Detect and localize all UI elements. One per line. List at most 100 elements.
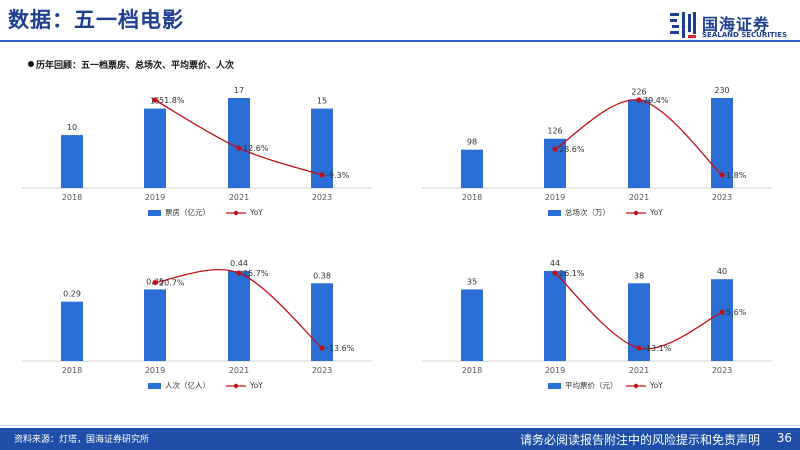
logo-text-cn: 国海证券 [702, 15, 771, 34]
x-tick-label: 2018 [62, 193, 82, 202]
source-note: 资料来源：灯塔，国海证券研究所 [14, 435, 150, 445]
legend-line-label: YoY [649, 208, 663, 217]
avg-ticket-price-chart: 35 2018 44 2019 38 2021 40 2023 26.1% -13.1% 5.6% 平… [422, 259, 772, 390]
screenings-chart: 98 2018 126 2019 226 2021 230 2023 28.6% 79.4% 1.8… [422, 86, 772, 217]
x-tick-label: 2018 [462, 193, 482, 202]
bar-value-label: 98 [467, 138, 477, 147]
x-tick-label: 2021 [629, 193, 649, 202]
bar-value-label: 44 [550, 259, 560, 268]
bar-value-label: 35 [467, 277, 477, 286]
x-tick-label: 2019 [545, 366, 565, 375]
section-subtitle: 历年回顾：五一档票房、总场次、平均票价、人次 [36, 61, 235, 71]
x-tick-label: 2023 [712, 193, 732, 202]
yoy-point [319, 172, 325, 178]
bar [61, 301, 83, 361]
bar [144, 108, 166, 188]
attendance-chart: 0.2920180.3520190.4420210.38202320.7%25.… [22, 259, 372, 390]
legend-line-marker [233, 210, 239, 216]
yoy-point [236, 270, 242, 276]
legend-line-label: YoY [249, 381, 263, 390]
bar [61, 135, 83, 188]
bar [711, 279, 733, 361]
x-tick-label: 2021 [229, 366, 249, 375]
legend-line-label: YoY [649, 381, 663, 390]
bar [228, 271, 250, 361]
brand-logo: 国海证券 SEALAND SECURITIES [668, 10, 796, 46]
yoy-point [319, 345, 325, 351]
legend-line-marker [633, 383, 639, 389]
yoy-label: 26.1% [559, 269, 585, 278]
bar [461, 289, 483, 361]
yoy-point [719, 309, 725, 315]
yoy-point [636, 345, 642, 351]
title-divider [0, 40, 800, 42]
bar-value-label: 226 [631, 88, 646, 97]
legend-bar-label: 总场次（万） [565, 207, 610, 217]
x-tick-label: 2018 [62, 366, 82, 375]
footer-divider [0, 425, 800, 426]
logo-text-en: SEALAND SECURITIES [702, 31, 788, 39]
x-tick-label: 2018 [462, 366, 482, 375]
yoy-label: 5.6% [726, 308, 747, 317]
yoy-label: 79.4% [643, 96, 669, 105]
legend-bar-swatch [548, 210, 561, 216]
bar-value-label: 0.44 [230, 259, 248, 268]
legend-line-label: YoY [249, 208, 263, 217]
bar [544, 138, 566, 188]
sealand-logo-icon [670, 12, 696, 38]
box-office-chart: 10201815201917202115202351.8%12.6%-9.3%票… [22, 86, 372, 217]
disclaimer-text: 请务必阅读报告附注中的风险提示和免责声明 [519, 433, 760, 447]
yoy-label: -13.1% [643, 344, 672, 353]
bar [628, 283, 650, 361]
legend-bar-swatch [148, 383, 161, 389]
yoy-point [719, 172, 725, 178]
bar [311, 108, 333, 188]
yoy-label: 25.7% [243, 269, 269, 278]
yoy-label: 28.6% [559, 145, 585, 154]
x-tick-label: 2023 [712, 366, 732, 375]
subtitle-bullet [28, 61, 34, 67]
yoy-label: 1.8% [726, 171, 747, 180]
yoy-label: -13.6% [326, 344, 355, 353]
bar-value-label: 40 [717, 267, 727, 276]
legend-bar-label: 人次（亿人） [165, 380, 210, 390]
bar-value-label: 126 [547, 127, 562, 136]
x-tick-label: 2019 [545, 193, 565, 202]
x-tick-label: 2019 [145, 366, 165, 375]
page-title: 数据：五一档电影 [8, 8, 184, 32]
bar-value-label: 0.29 [63, 290, 81, 299]
yoy-label: 20.7% [159, 279, 185, 288]
legend-bar-label: 票房（亿元） [165, 207, 210, 217]
bar-value-label: 17 [234, 86, 244, 95]
yoy-point [552, 146, 558, 152]
yoy-point [552, 270, 558, 276]
x-tick-label: 2021 [629, 366, 649, 375]
bar [228, 98, 250, 188]
bar [311, 283, 333, 361]
yoy-point [636, 97, 642, 103]
yoy-label: 12.6% [243, 144, 269, 153]
bar-value-label: 38 [634, 271, 644, 280]
bar [144, 289, 166, 361]
bar [461, 149, 483, 188]
x-tick-label: 2023 [312, 366, 332, 375]
legend-bar-swatch [148, 210, 161, 216]
x-tick-label: 2023 [312, 193, 332, 202]
bar-value-label: 0.38 [313, 271, 331, 280]
bar-value-label: 15 [317, 97, 327, 106]
bar-value-label: 10 [67, 123, 77, 132]
x-tick-label: 2019 [145, 193, 165, 202]
bar [711, 98, 733, 188]
yoy-label: -9.3% [326, 171, 350, 180]
yoy-point [152, 97, 158, 103]
legend-bar-label: 平均票价（元） [565, 380, 618, 390]
page-number: 36 [776, 431, 792, 445]
legend-line-marker [233, 383, 239, 389]
x-tick-label: 2021 [229, 193, 249, 202]
bar-value-label: 230 [714, 86, 729, 95]
yoy-label: 51.8% [159, 96, 185, 105]
yoy-point [152, 279, 158, 286]
legend-bar-swatch [548, 383, 561, 389]
footer-bar: 资料来源：灯塔，国海证券研究所 请务必阅读报告附注中的风险提示和免责声明 36 [0, 428, 800, 450]
bar [628, 99, 650, 188]
